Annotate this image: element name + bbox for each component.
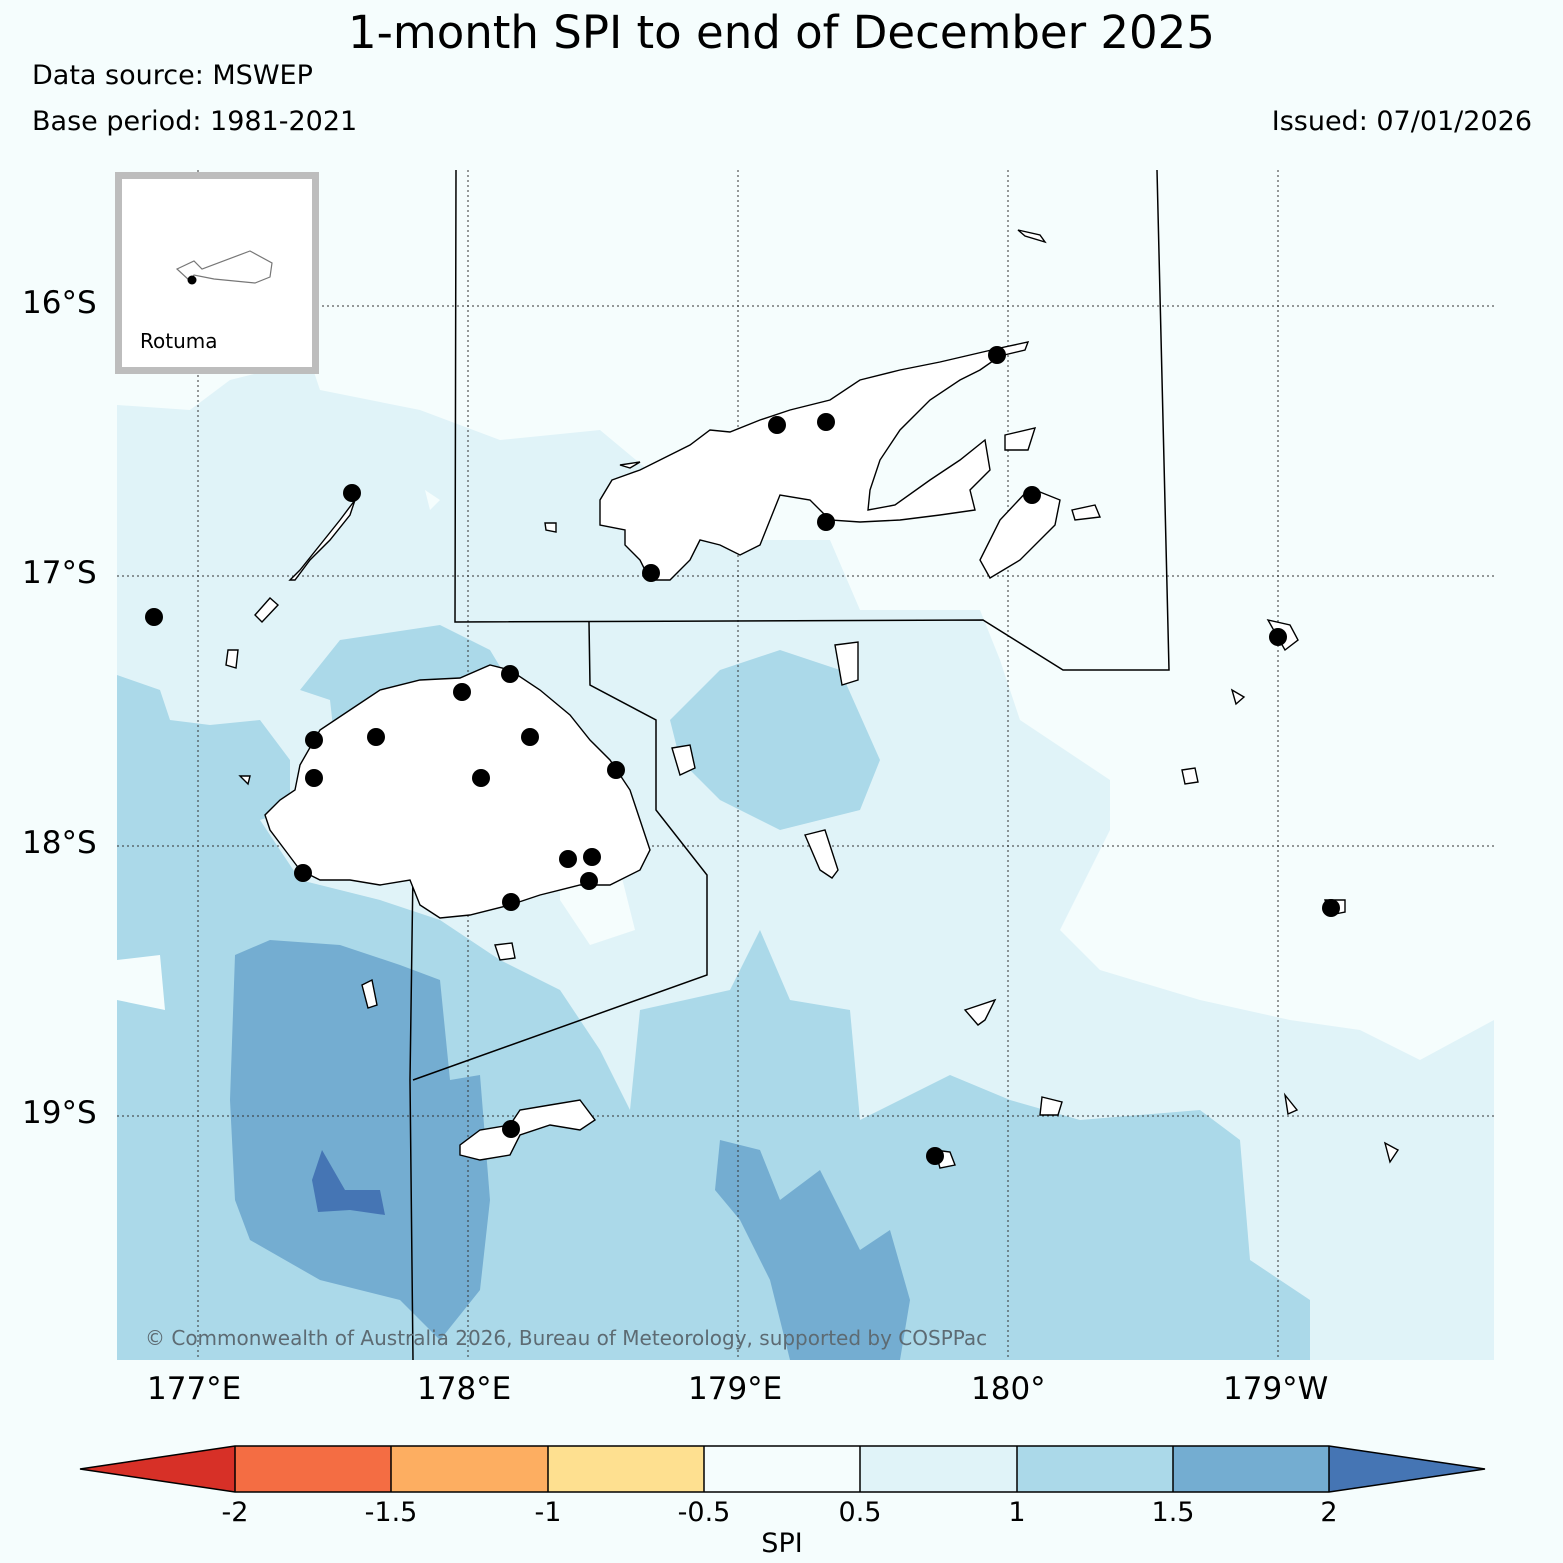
colorbar-tick: -1 (534, 1497, 562, 1528)
station-marker (145, 608, 163, 626)
colorbar-segment (704, 1446, 861, 1492)
spi-very-wet-region (715, 1140, 910, 1360)
spi-moderately-wet-region (670, 650, 880, 830)
station-marker (580, 872, 598, 890)
colorbar-segment (1017, 1446, 1174, 1492)
island-mali (619, 461, 641, 469)
division-boundary (412, 621, 708, 1081)
station-marker (583, 848, 601, 866)
station-marker (453, 683, 471, 701)
colorbar-segment (860, 1446, 1017, 1492)
colorbar-segment (548, 1446, 705, 1492)
colorbar-extend-high (1329, 1446, 1485, 1492)
island-kabara (963, 998, 997, 1026)
island-totoya (1283, 1092, 1299, 1116)
station-marker (501, 665, 519, 683)
data-source-label: Data source: MSWEP (32, 60, 313, 91)
station-marker (926, 1147, 944, 1165)
spi-very-wet-region (230, 940, 490, 1340)
colorbar-tick: 1 (1008, 1497, 1026, 1528)
rotuma-island-icon (175, 250, 273, 285)
spi-near-normal-region (117, 955, 165, 1010)
island-yasawa (288, 499, 356, 581)
colorbar-label: SPI (761, 1528, 803, 1559)
copyright-notice: © Commonwealth of Australia 2026, Bureau… (145, 1326, 988, 1350)
colorbar-tick: 0.5 (838, 1497, 882, 1528)
island-taveuni (979, 487, 1061, 579)
island-koro (834, 641, 859, 686)
island-moala (1039, 1096, 1063, 1116)
station-marker (642, 564, 660, 582)
spi-near-normal-region (117, 170, 1494, 1060)
island-naitauba (1017, 229, 1047, 244)
rotuma-inset: Rotuma (115, 172, 319, 374)
spi-near-normal-region (560, 870, 635, 945)
colorbar-tick: -1.5 (364, 1497, 418, 1528)
lon-label-179w: 179°W (1223, 1371, 1329, 1407)
division-boundary (454, 169, 1170, 671)
colorbar-tick: -2 (221, 1497, 249, 1528)
lat-label-17s: 17°S (22, 555, 97, 591)
island-ovalau (671, 744, 696, 776)
spi-near-normal-region (425, 490, 440, 510)
station-marker (472, 769, 490, 787)
island-rabi (1004, 427, 1037, 451)
island-yadua (544, 522, 557, 533)
lat-label-18s: 18°S (22, 825, 97, 861)
colorbar-extend-low (80, 1446, 235, 1492)
colorbar-tick: 2 (1320, 1497, 1338, 1528)
island-vanua-levu (599, 341, 1030, 581)
colorbar-tick: 1.5 (1151, 1497, 1195, 1528)
lon-label-177e: 177°E (147, 1371, 242, 1407)
island-waya (225, 649, 239, 669)
station-marker (988, 346, 1006, 364)
station-marker (521, 728, 539, 746)
station-marker (305, 731, 323, 749)
island-ono-i-lau (1383, 1141, 1400, 1164)
station-marker (817, 513, 835, 531)
base-period-label: Base period: 1981-2021 (32, 106, 358, 137)
station-marker (502, 1120, 520, 1138)
station-marker (559, 850, 577, 868)
colorbar-segment (391, 1446, 548, 1492)
station-marker (607, 761, 625, 779)
island-naviti (254, 597, 280, 624)
station-marker (1322, 899, 1340, 917)
island-kioa (1071, 504, 1102, 521)
colorbar-segment (235, 1446, 392, 1492)
island-mamanuca (238, 775, 251, 786)
station-marker (1269, 628, 1287, 646)
spi-extremely-wet-region (312, 1150, 385, 1215)
station-marker (367, 728, 385, 746)
colorbar-tick: -0.5 (677, 1497, 731, 1528)
lat-label-19s: 19°S (22, 1095, 97, 1131)
inset-label: Rotuma (140, 329, 218, 353)
island-cicia (1181, 767, 1199, 785)
station-marker (502, 893, 520, 911)
station-marker (305, 769, 323, 787)
lon-label-178e: 178°E (417, 1371, 512, 1407)
island-gau (804, 829, 839, 879)
station-marker (1023, 486, 1041, 504)
division-boundary (409, 869, 414, 1361)
lon-label-180: 180° (971, 1371, 1046, 1407)
issued-date-label: Issued: 07/01/2026 (1271, 106, 1532, 137)
station-marker (817, 413, 835, 431)
island-beqa (494, 942, 516, 961)
spi-near-normal-region (1115, 768, 1148, 805)
station-marker (294, 864, 312, 882)
station-marker (343, 484, 361, 502)
colorbar-segment (1173, 1446, 1330, 1492)
lon-label-179e: 179°E (688, 1371, 783, 1407)
page-title: 1-month SPI to end of December 2025 (348, 6, 1215, 59)
lat-label-16s: 16°S (22, 285, 97, 321)
station-marker (768, 416, 786, 434)
island-nayau (1230, 688, 1246, 706)
island-vatulele (361, 978, 378, 1009)
